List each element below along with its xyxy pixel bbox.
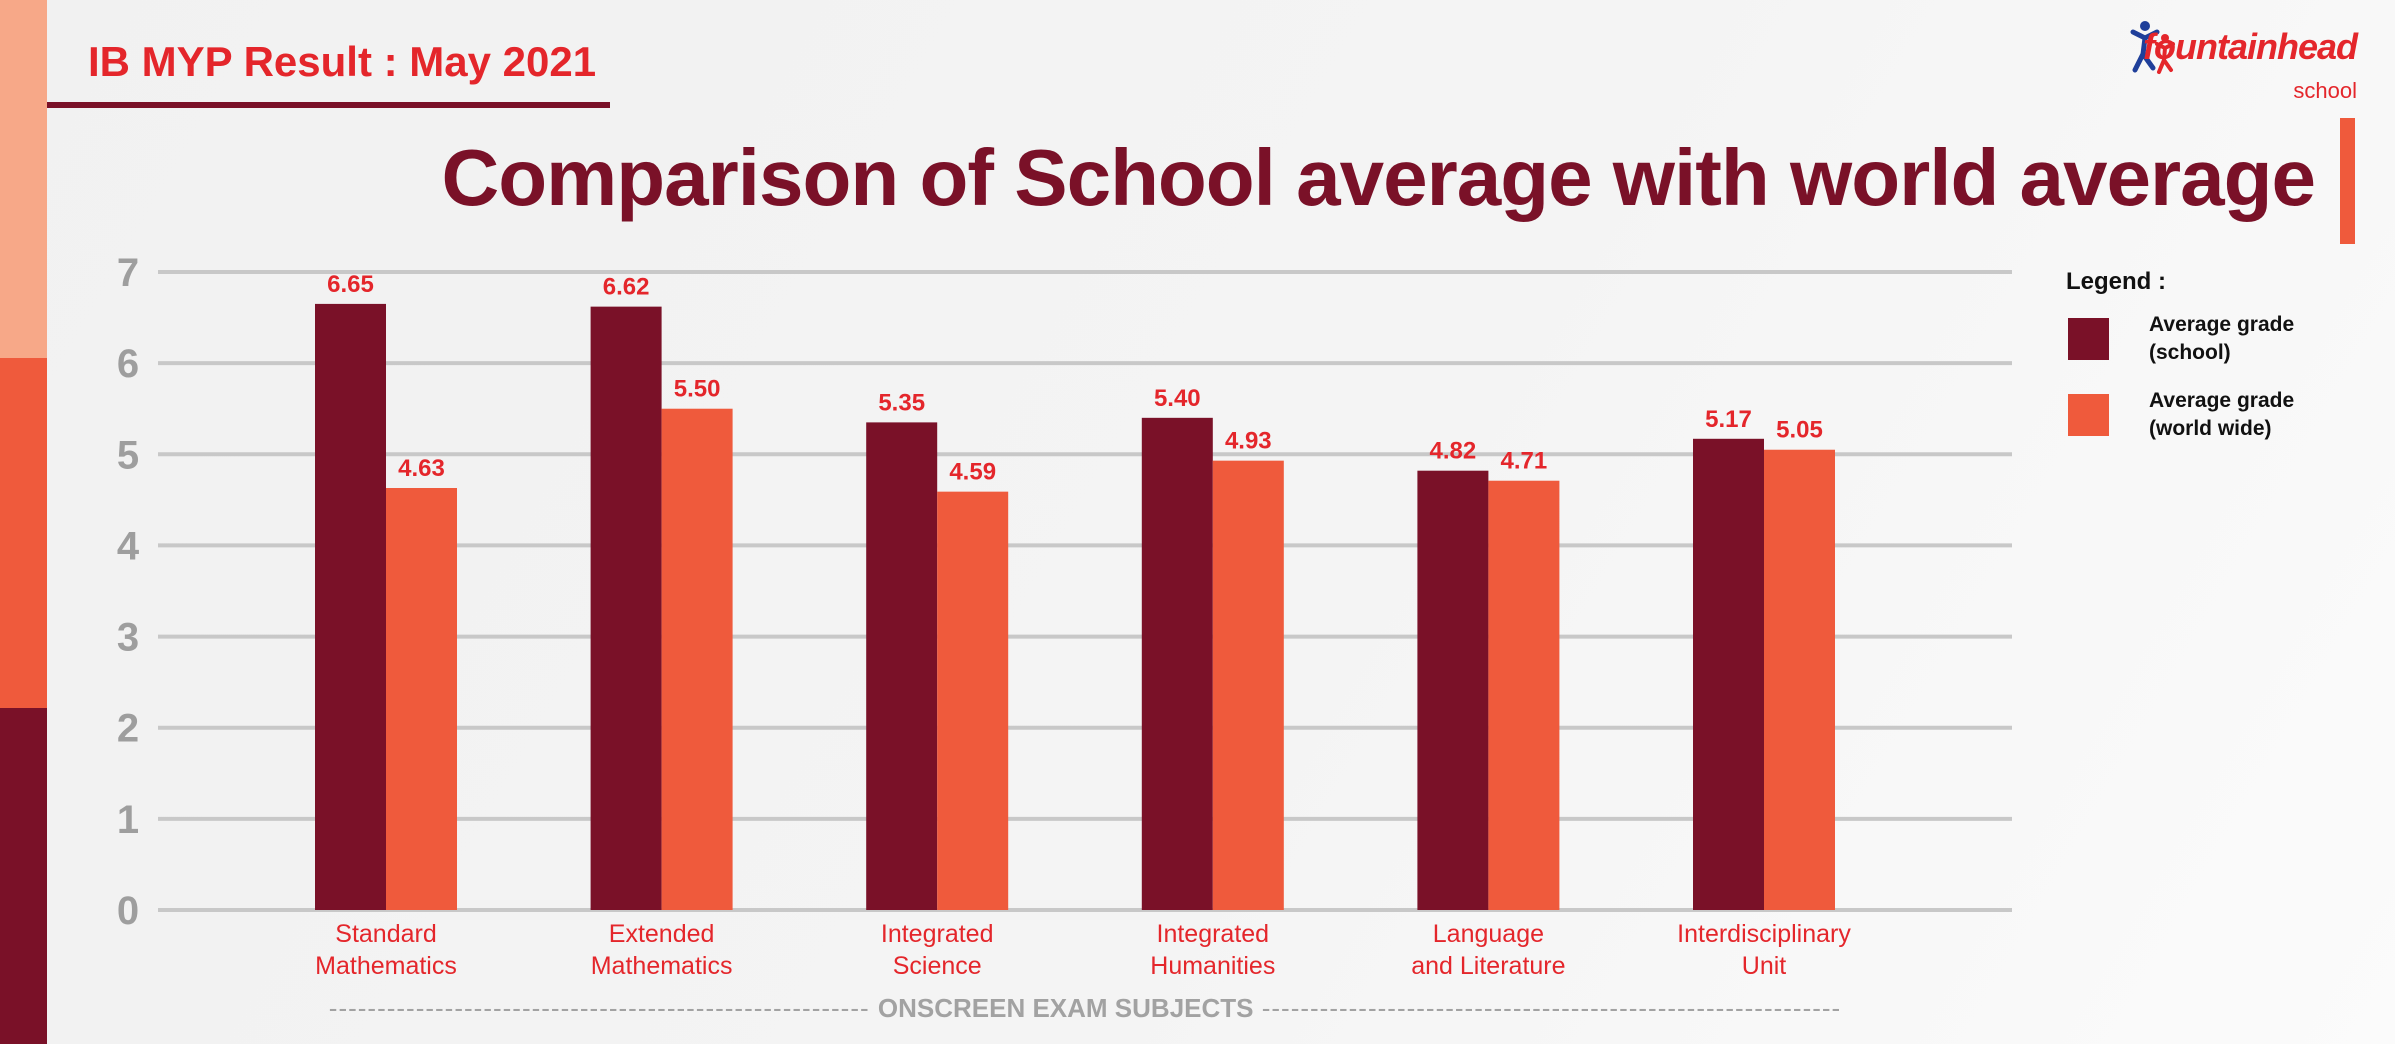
- legend-swatch-world: [2068, 394, 2109, 436]
- accent-segment-maroon: [0, 708, 47, 1044]
- y-tick-label: 3: [117, 616, 139, 660]
- bar: [937, 491, 1009, 910]
- bar: [386, 488, 457, 910]
- bar: [661, 408, 733, 910]
- x-tick-label: Extended: [609, 920, 715, 948]
- y-tick-label: 0: [117, 889, 139, 933]
- logo-wordmark: fountainhead: [2143, 26, 2358, 67]
- title-accent-bar: [2340, 118, 2355, 244]
- x-tick-label: Mathematics: [315, 952, 457, 980]
- data-label: 5.35: [878, 389, 925, 416]
- bar: [1693, 438, 1764, 910]
- x-tick-label: Humanities: [1150, 952, 1275, 980]
- x-tick-label: Integrated: [881, 920, 994, 948]
- data-label: 4.93: [1225, 428, 1272, 455]
- data-label: 6.65: [327, 271, 374, 298]
- data-label: 5.05: [1776, 417, 1823, 444]
- y-tick-label: 1: [117, 798, 139, 842]
- bar: [1764, 449, 1835, 910]
- data-label: 4.63: [398, 455, 445, 482]
- bar: [866, 422, 938, 910]
- accent-segment-light: [0, 0, 47, 358]
- data-label: 5.40: [1154, 385, 1201, 412]
- bar: [1417, 470, 1489, 910]
- y-tick-label: 2: [117, 707, 139, 751]
- x-tick-label: Unit: [1742, 952, 1787, 980]
- bar: [315, 303, 386, 910]
- bar: [1488, 480, 1560, 910]
- legend-label-world-line1: Average grade: [2149, 389, 2295, 412]
- legend-title: Legend :: [2066, 268, 2166, 295]
- chart-title: Comparison of School average with world …: [441, 133, 2316, 222]
- data-label: 4.59: [949, 459, 996, 486]
- x-axis-caption-text: ONSCREEN EXAM SUBJECTS: [877, 993, 1254, 1023]
- y-tick-label: 7: [117, 251, 139, 295]
- x-tick-label: Standard: [335, 920, 436, 948]
- accent-segment-orange: [0, 358, 47, 708]
- data-label: 4.82: [1430, 438, 1477, 465]
- y-tick-label: 5: [117, 433, 139, 477]
- x-tick-label: Integrated: [1157, 920, 1270, 948]
- data-label: 5.50: [674, 376, 721, 403]
- school-logo: fountainhead school: [2127, 18, 2358, 103]
- result-label-underline: [47, 102, 610, 108]
- legend-label-world: Average grade (world wide): [2149, 387, 2369, 443]
- y-tick-label: 6: [117, 342, 139, 386]
- result-label: IB MYP Result : May 2021: [88, 38, 597, 85]
- legend-label-school-line2: (school): [2149, 341, 2231, 364]
- logo-subtext: school: [2293, 78, 2357, 103]
- data-label: 5.17: [1705, 406, 1752, 433]
- x-tick-label: Mathematics: [591, 952, 733, 980]
- legend-label-school-line1: Average grade: [2149, 313, 2295, 336]
- legend-label-world-line2: (world wide): [2149, 417, 2272, 440]
- x-tick-label: Interdisciplinary: [1677, 920, 1851, 948]
- y-tick-label: 4: [117, 524, 140, 568]
- bar: [1141, 417, 1213, 910]
- logo-figures-icon: [2130, 21, 2175, 74]
- x-axis-caption: ----------------------------------------…: [328, 993, 1842, 1023]
- bar: [1212, 460, 1284, 910]
- legend-swatch-school: [2068, 318, 2109, 360]
- left-accent-bar: [0, 0, 47, 1044]
- data-label: 6.62: [603, 274, 650, 301]
- data-label: 4.71: [1501, 448, 1548, 475]
- legend-label-school: Average grade (school): [2149, 311, 2369, 367]
- x-tick-label: Science: [893, 952, 982, 980]
- x-tick-label: Language: [1433, 920, 1544, 948]
- x-tick-label: and Literature: [1411, 952, 1565, 980]
- bar: [590, 306, 662, 910]
